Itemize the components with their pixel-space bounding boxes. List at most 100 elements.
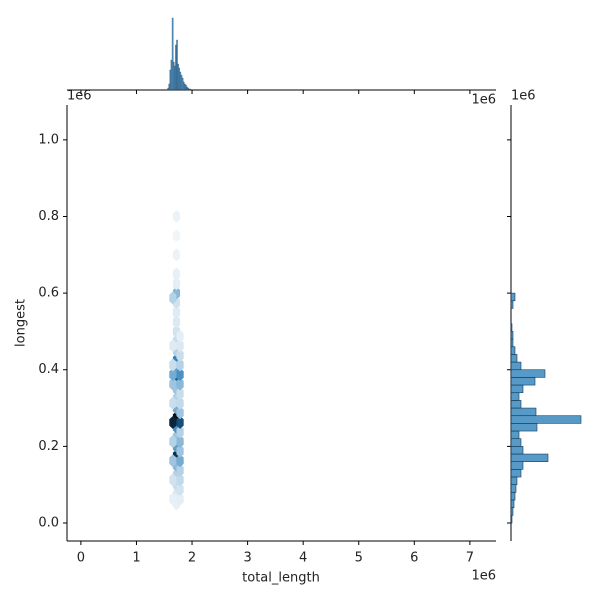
right-hist-bar — [510, 484, 517, 493]
right-hist-bar — [510, 469, 522, 478]
top-hist-bar — [189, 88, 192, 91]
hex-cell — [172, 277, 181, 290]
top-hist-bar — [167, 87, 169, 91]
right-hist-bar — [510, 354, 518, 363]
hex-cell — [176, 473, 184, 487]
hex-cell — [176, 463, 184, 477]
hex-cell — [169, 339, 177, 353]
top-hist-bar — [185, 84, 187, 91]
hex-cell — [169, 435, 177, 448]
top-hist-bar — [188, 88, 190, 91]
top-hist-bar — [171, 17, 174, 91]
hex-cell — [169, 454, 177, 468]
right-hist-bar — [510, 461, 524, 470]
top-hist-bar — [169, 69, 172, 91]
right-hist-bar — [510, 438, 522, 447]
top-hist-bar — [182, 81, 185, 91]
y-tick-label: 0.6 — [38, 286, 59, 301]
hex-cell — [176, 444, 184, 458]
right-hist-bar — [510, 400, 522, 409]
hex-cell — [169, 492, 177, 506]
y-offset-text: 1e6 — [67, 89, 92, 104]
x-axis-label: total_length — [242, 571, 320, 586]
hex-cell — [176, 387, 184, 401]
hex-cell — [176, 492, 184, 506]
x-tick-label: 1 — [132, 551, 140, 566]
top-hist-bar — [168, 83, 170, 91]
hex-cell — [169, 416, 177, 429]
y-axis-label: longest — [14, 299, 29, 347]
right-hist-bar — [510, 446, 524, 455]
right-marginal-offset-text: 1e6 — [511, 89, 536, 104]
hex-cell — [169, 473, 177, 487]
x-tick-label: 5 — [355, 551, 363, 566]
y-tick-label: 0.2 — [38, 439, 59, 454]
right-hist-bar — [510, 499, 515, 508]
top-marginal-offset-text: 1e6 — [471, 93, 496, 108]
hex-cell — [169, 358, 177, 372]
x-tick-label: 4 — [299, 551, 307, 566]
top-hist-bar — [177, 63, 179, 91]
y-tick-label: 0.4 — [38, 362, 59, 377]
right-hist-bar — [510, 392, 520, 401]
hex-cell — [176, 396, 184, 410]
right-hist-bar — [510, 515, 513, 524]
right-hist-bar — [510, 361, 522, 371]
hex-cell — [176, 377, 184, 391]
hex-cell — [176, 425, 184, 439]
hex-cell — [176, 368, 184, 381]
right-hist-bar — [510, 323, 513, 332]
x-tick-label: 7 — [466, 551, 474, 566]
y-tick-label: 1.0 — [38, 132, 59, 147]
right-hist-bar — [510, 292, 516, 302]
hex-cell — [172, 248, 181, 262]
right-hist-bar — [510, 369, 546, 378]
y-tick-label: 0.0 — [38, 515, 59, 530]
x-tick-label: 3 — [243, 551, 251, 566]
top-hist-bar — [174, 65, 176, 91]
hex-cell — [172, 315, 181, 329]
top-hist-bar — [184, 83, 186, 91]
hex-cell — [169, 368, 177, 381]
right-hist-bar — [510, 377, 536, 386]
hex-cell — [172, 305, 181, 319]
right-hist-bar — [510, 430, 520, 440]
y-tick-label: 0.8 — [38, 209, 59, 224]
hex-cell — [169, 396, 177, 410]
x-tick-label: 2 — [188, 551, 196, 566]
top-hist-bar — [179, 71, 182, 91]
right-hist-bar — [510, 331, 514, 340]
right-hist-bar — [510, 338, 514, 348]
hex-cell — [172, 210, 181, 223]
right-hist-bar — [510, 492, 516, 501]
right-hist-bar — [510, 300, 514, 309]
hex-cell — [172, 267, 181, 281]
hex-cell — [169, 291, 177, 305]
hex-cell — [176, 358, 184, 372]
right-hist-bar — [510, 453, 549, 462]
right-hist-bar — [510, 476, 518, 485]
x-offset-text: 1e6 — [471, 569, 496, 584]
hex-cell — [169, 377, 177, 391]
hex-cell — [176, 339, 184, 353]
right-hist-bar — [510, 384, 524, 394]
hex-cell — [176, 406, 184, 420]
top-hist-bar — [178, 67, 180, 91]
x-tick-label: 0 — [77, 551, 85, 566]
right-hist-bar — [510, 407, 537, 417]
top-hist-bar — [172, 61, 175, 91]
top-hist-bar — [175, 44, 177, 91]
hex-cell — [176, 416, 184, 429]
top-hist-bar — [170, 59, 173, 91]
top-hist-bar — [186, 86, 188, 91]
hex-cell — [176, 483, 184, 496]
top-hist-bar — [187, 87, 189, 91]
right-hist-bar — [510, 423, 538, 432]
right-hist-bar — [510, 507, 514, 516]
right-hist-bar — [510, 415, 582, 424]
top-hist-bar — [176, 39, 178, 91]
right-hist-bar — [510, 346, 516, 355]
hex-cell — [176, 454, 184, 468]
